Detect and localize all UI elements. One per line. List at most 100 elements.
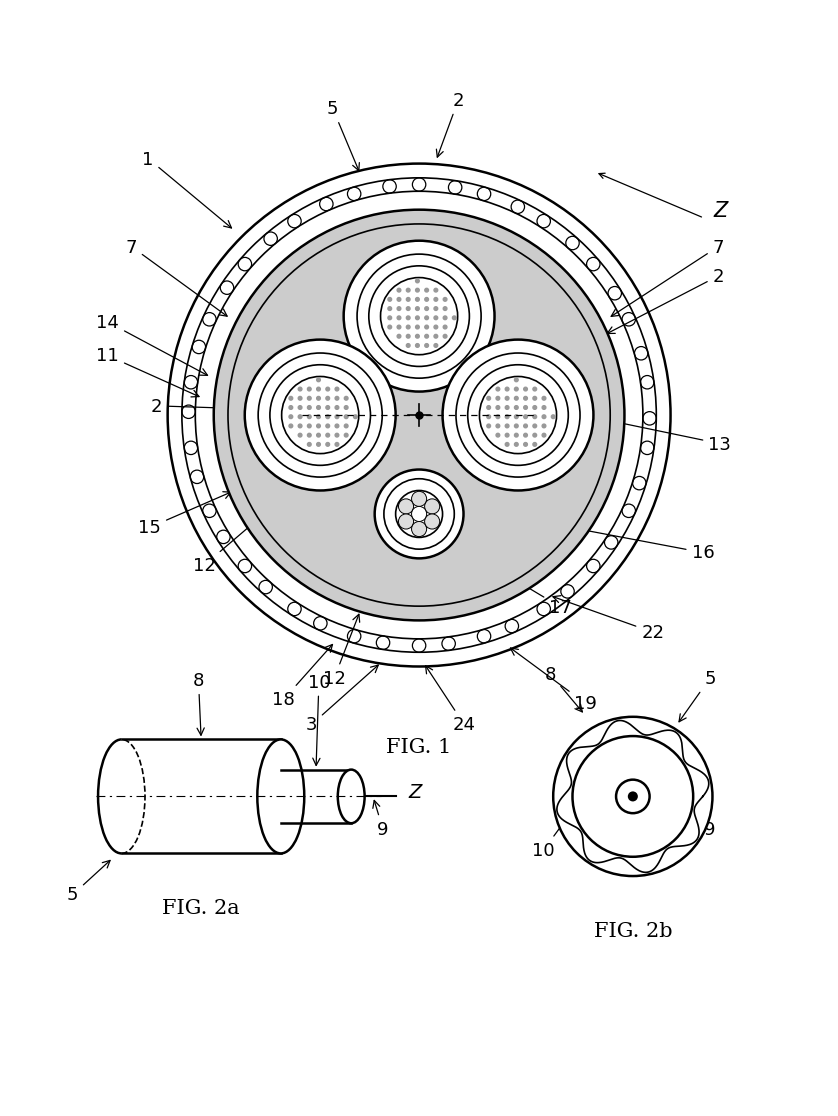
Text: Z: Z xyxy=(408,782,422,801)
Circle shape xyxy=(505,397,509,401)
Circle shape xyxy=(434,289,437,292)
Circle shape xyxy=(270,365,370,465)
Circle shape xyxy=(326,443,329,446)
Circle shape xyxy=(289,425,292,429)
Circle shape xyxy=(425,514,440,529)
Circle shape xyxy=(425,298,428,302)
Circle shape xyxy=(416,335,419,339)
Text: 9: 9 xyxy=(373,800,389,838)
Circle shape xyxy=(533,415,536,420)
Circle shape xyxy=(289,406,292,410)
Circle shape xyxy=(496,388,499,392)
Circle shape xyxy=(335,443,339,446)
Text: 10: 10 xyxy=(308,673,330,766)
Circle shape xyxy=(505,388,509,392)
Text: 19: 19 xyxy=(510,648,597,713)
Circle shape xyxy=(425,335,428,339)
Text: 3: 3 xyxy=(306,665,378,733)
Circle shape xyxy=(542,425,546,429)
Circle shape xyxy=(354,415,357,420)
Text: 5: 5 xyxy=(67,860,110,904)
Circle shape xyxy=(416,317,419,320)
Circle shape xyxy=(411,507,427,522)
Text: 8: 8 xyxy=(193,672,204,735)
Circle shape xyxy=(487,397,490,401)
Circle shape xyxy=(406,317,410,320)
Circle shape xyxy=(425,326,428,329)
Circle shape xyxy=(308,434,311,437)
Text: 13: 13 xyxy=(587,414,731,453)
Circle shape xyxy=(317,388,320,392)
Circle shape xyxy=(317,415,320,420)
Circle shape xyxy=(317,378,320,383)
Circle shape xyxy=(496,397,499,401)
Circle shape xyxy=(425,289,428,292)
Text: 7: 7 xyxy=(611,239,724,317)
Circle shape xyxy=(442,340,593,491)
Circle shape xyxy=(533,397,536,401)
Circle shape xyxy=(443,317,447,320)
Circle shape xyxy=(411,492,427,507)
Circle shape xyxy=(487,415,490,420)
Text: FIG. 2b: FIG. 2b xyxy=(593,921,672,940)
Circle shape xyxy=(524,388,527,392)
Circle shape xyxy=(542,406,546,410)
Text: 7: 7 xyxy=(126,239,227,317)
Circle shape xyxy=(344,415,348,420)
Circle shape xyxy=(289,397,292,401)
Circle shape xyxy=(443,298,447,302)
Circle shape xyxy=(398,514,413,529)
Circle shape xyxy=(616,780,649,814)
Circle shape xyxy=(434,335,437,339)
Circle shape xyxy=(505,425,509,429)
Circle shape xyxy=(344,434,348,437)
Circle shape xyxy=(524,443,527,446)
Circle shape xyxy=(572,737,693,857)
Circle shape xyxy=(524,434,527,437)
Text: 16: 16 xyxy=(578,527,714,562)
Circle shape xyxy=(542,434,546,437)
Circle shape xyxy=(542,397,546,401)
Circle shape xyxy=(397,335,401,339)
Circle shape xyxy=(425,307,428,311)
Circle shape xyxy=(416,289,419,292)
Text: FIG. 1: FIG. 1 xyxy=(386,737,452,756)
Circle shape xyxy=(344,425,348,429)
Circle shape xyxy=(515,434,518,437)
Circle shape xyxy=(515,397,518,401)
Circle shape xyxy=(416,280,419,283)
Circle shape xyxy=(282,377,359,454)
Circle shape xyxy=(308,406,311,410)
Circle shape xyxy=(298,415,302,420)
Circle shape xyxy=(533,434,536,437)
Circle shape xyxy=(335,425,339,429)
Circle shape xyxy=(326,388,329,392)
Circle shape xyxy=(388,307,391,311)
Polygon shape xyxy=(281,770,351,824)
Circle shape xyxy=(388,317,391,320)
Circle shape xyxy=(398,499,413,514)
Circle shape xyxy=(298,425,302,429)
Circle shape xyxy=(434,326,437,329)
Circle shape xyxy=(425,344,428,348)
Circle shape xyxy=(496,406,499,410)
Circle shape xyxy=(406,298,410,302)
Circle shape xyxy=(335,406,339,410)
Circle shape xyxy=(479,377,556,454)
Circle shape xyxy=(317,443,320,446)
Circle shape xyxy=(214,211,624,620)
Circle shape xyxy=(308,397,311,401)
Text: 2: 2 xyxy=(437,92,464,158)
Circle shape xyxy=(416,326,419,329)
Circle shape xyxy=(397,298,401,302)
Circle shape xyxy=(553,718,712,876)
Circle shape xyxy=(416,298,419,302)
Circle shape xyxy=(406,335,410,339)
Circle shape xyxy=(496,415,499,420)
Circle shape xyxy=(456,354,580,478)
Circle shape xyxy=(298,406,302,410)
Text: 22: 22 xyxy=(553,596,664,642)
Text: 2: 2 xyxy=(151,397,434,418)
Text: 12: 12 xyxy=(323,615,360,687)
Circle shape xyxy=(434,298,437,302)
